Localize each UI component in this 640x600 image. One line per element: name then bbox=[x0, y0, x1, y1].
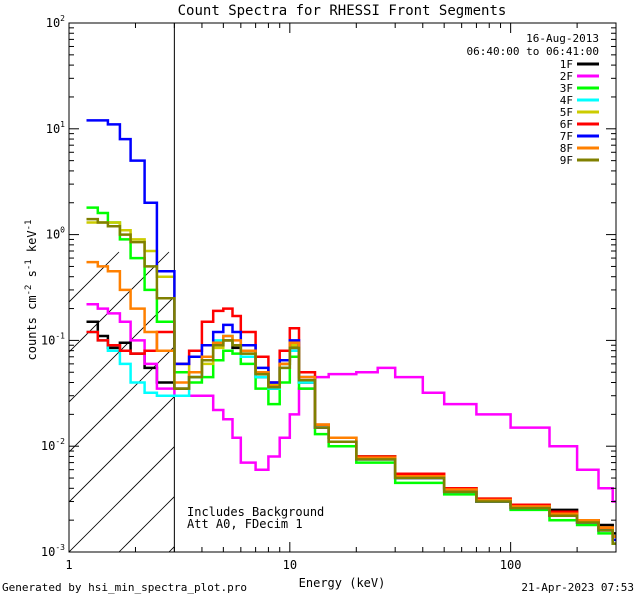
series-line-5F bbox=[86, 221, 616, 538]
hatch-line bbox=[69, 251, 170, 353]
y-tick-label: 100 bbox=[46, 226, 65, 242]
legend-label-6F: 6F bbox=[560, 118, 573, 131]
footer-timestamp: 21-Apr-2023 07:53 bbox=[521, 581, 634, 594]
y-axis-label: counts cm-2 s-1 keV-1 bbox=[24, 220, 39, 361]
series-line-3F bbox=[86, 206, 616, 545]
legend-label-3F: 3F bbox=[560, 82, 573, 95]
chart-title: Count Spectra for RHESSI Front Segments bbox=[178, 3, 507, 19]
hatch-line bbox=[0, 252, 19, 552]
x-tick-label: 10 bbox=[283, 558, 297, 572]
y-tick-label: 102 bbox=[46, 14, 65, 30]
hatch-line bbox=[619, 252, 640, 552]
y-axis-label-unit: counts cm bbox=[25, 295, 39, 360]
y-axis-label-unit: keV bbox=[25, 230, 39, 259]
date-label: 16-Aug-2013 bbox=[526, 32, 599, 45]
y-axis-label-exp: -1 bbox=[24, 259, 34, 270]
hatch-line bbox=[118, 496, 175, 552]
x-tick-label: 100 bbox=[500, 558, 522, 572]
x-tick-label: 1 bbox=[65, 558, 72, 572]
series-line-6F bbox=[86, 307, 616, 538]
hatch-line bbox=[569, 252, 640, 552]
hatch-line bbox=[69, 396, 175, 503]
legend-label-5F: 5F bbox=[560, 106, 573, 119]
legend-label-9F: 9F bbox=[560, 154, 573, 167]
y-tick-label: 10-2 bbox=[41, 437, 65, 453]
y-axis-label-unit: s bbox=[25, 270, 39, 284]
legend-label-8F: 8F bbox=[560, 142, 573, 155]
series-group bbox=[86, 119, 616, 545]
y-axis-label-exp: -1 bbox=[24, 220, 34, 231]
series-line-7F bbox=[86, 119, 616, 542]
footer-generated-by: Generated by hsi_min_spectra_plot.pro bbox=[2, 581, 248, 594]
annotation-attenuator: Att A0, FDecim 1 bbox=[187, 517, 303, 531]
x-axis-label: Energy (keV) bbox=[299, 576, 386, 590]
time-range-label: 06:40:00 to 06:41:00 bbox=[467, 45, 599, 58]
hatch-line bbox=[69, 296, 175, 403]
hatch-line bbox=[69, 251, 120, 303]
hatch-line bbox=[319, 252, 619, 552]
y-tick-label: 10-1 bbox=[41, 331, 65, 347]
annotation-background: Includes Background bbox=[187, 505, 324, 519]
legend-label-4F: 4F bbox=[560, 94, 573, 107]
hatch-line bbox=[69, 446, 175, 552]
shaded-region bbox=[0, 251, 640, 552]
series-line-2F bbox=[86, 302, 616, 503]
plot-frame bbox=[68, 22, 617, 553]
legend-label-2F: 2F bbox=[560, 70, 573, 83]
legend-label-1F: 1F bbox=[560, 58, 573, 71]
axis-ticks: 1 10 100 10-3 10-2 10-1 100 101 102 bbox=[41, 14, 617, 572]
hatch-line bbox=[69, 346, 175, 453]
series-line-8F bbox=[86, 260, 616, 538]
series-line-9F bbox=[86, 217, 616, 545]
y-tick-label: 10-3 bbox=[41, 543, 65, 559]
legend-label-7F: 7F bbox=[560, 130, 573, 143]
y-axis-label-exp: -2 bbox=[24, 285, 34, 296]
hatch-line bbox=[369, 252, 640, 552]
hatch-line bbox=[469, 252, 640, 552]
y-tick-label: 101 bbox=[46, 120, 65, 136]
